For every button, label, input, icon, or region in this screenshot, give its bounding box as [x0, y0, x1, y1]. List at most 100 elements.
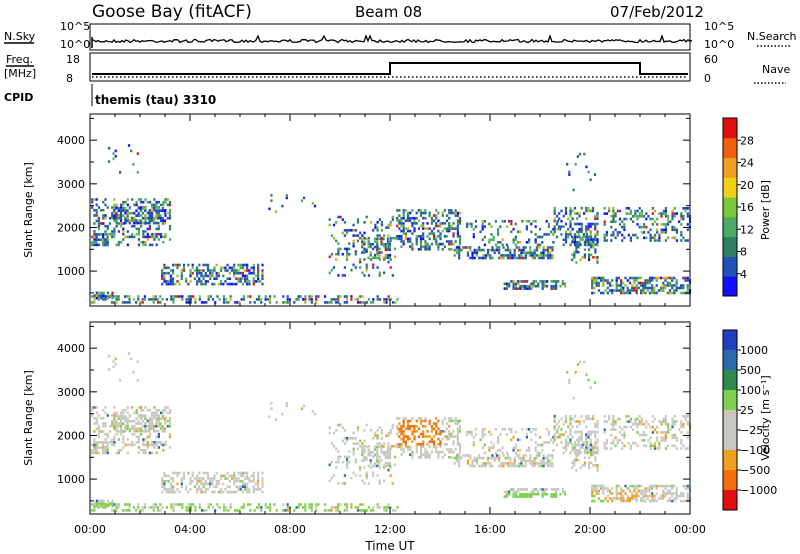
power-cell — [354, 298, 357, 301]
power-cell — [250, 266, 253, 270]
power-cell — [112, 157, 115, 161]
power-cell — [552, 227, 555, 231]
velocity-cell — [453, 456, 456, 460]
power-cell — [248, 280, 251, 283]
velocity-cell — [159, 503, 162, 506]
velocity-cell — [567, 443, 570, 447]
velocity-cell — [365, 458, 368, 461]
power-cell — [402, 240, 405, 243]
velocity-cell — [315, 509, 318, 512]
power-cell — [585, 238, 588, 241]
velocity-cell — [558, 435, 561, 439]
velocity-cell — [587, 417, 590, 421]
power-cell — [662, 284, 665, 287]
velocity-cell — [93, 416, 96, 420]
power-cell — [359, 231, 362, 235]
power-cell — [388, 248, 392, 252]
velocity-cell — [430, 424, 433, 428]
velocity-cell — [124, 414, 127, 418]
velocity-cell — [595, 484, 598, 488]
power-cell — [648, 279, 652, 282]
velocity-cell — [583, 443, 586, 447]
power-cell — [615, 279, 618, 282]
velocity-cell — [297, 506, 300, 509]
power-cell — [592, 238, 595, 241]
power-cell — [102, 200, 105, 204]
velocity-cell — [396, 506, 399, 509]
power-cell — [345, 298, 349, 301]
power-cell — [480, 256, 483, 260]
velocity-cell — [417, 443, 420, 446]
velocity-cell — [682, 415, 685, 418]
velocity-cell — [359, 503, 362, 506]
power-cell — [667, 220, 670, 223]
power-cell — [126, 219, 129, 222]
velocity-cell — [664, 439, 667, 442]
velocity-cell — [406, 424, 410, 428]
velocity-cell — [529, 456, 532, 460]
velocity-cell — [529, 459, 532, 463]
xlabel: Time UT — [364, 539, 415, 553]
velocity-cell — [576, 363, 579, 366]
velocity-cell — [187, 506, 190, 509]
velocity-cell — [643, 431, 646, 434]
power-cell — [651, 276, 654, 280]
power-cell — [146, 235, 149, 239]
power-cell — [498, 246, 501, 249]
velocity-cell — [97, 427, 100, 431]
velocity-cell — [113, 422, 116, 425]
velocity-cell — [237, 471, 240, 475]
velocity-cell — [261, 490, 264, 494]
nsky-tick-high: 10^5 — [60, 20, 90, 33]
velocity-cell — [617, 497, 620, 500]
power-cell — [628, 289, 632, 292]
power-cell — [111, 296, 114, 300]
power-cell — [424, 209, 427, 212]
velocity-heatmap-cells — [91, 352, 692, 512]
power-cell — [335, 221, 338, 224]
velocity-cell — [106, 449, 109, 452]
velocity-cell — [113, 417, 116, 420]
velocity-cell — [583, 464, 586, 467]
velocity-cell — [270, 401, 273, 405]
power-cell — [367, 274, 370, 277]
power-cell — [117, 243, 120, 247]
power-cell — [655, 276, 658, 280]
power-cell — [106, 235, 109, 239]
velocity-cell — [365, 423, 368, 427]
power-cell — [102, 208, 105, 212]
power-cell — [546, 256, 550, 260]
power-cell — [98, 294, 101, 297]
velocity-cell — [456, 430, 459, 433]
power-cell — [176, 295, 179, 298]
power-cell — [675, 212, 678, 215]
velocity-cell — [228, 490, 231, 494]
velocity-cell — [597, 489, 600, 493]
velocity-cell — [675, 420, 678, 423]
power-cell — [587, 206, 590, 210]
power-cell — [142, 200, 145, 204]
velocity-cell — [363, 439, 366, 443]
velocity-cell — [591, 484, 594, 488]
power-cell — [339, 247, 342, 251]
power-cell — [308, 295, 311, 298]
velocity-cell — [530, 430, 533, 434]
power-cell — [202, 263, 205, 267]
velocity-cell — [511, 462, 514, 465]
power-cell — [530, 222, 533, 226]
velocity-cell — [93, 504, 96, 508]
power-cell — [544, 248, 547, 252]
velocity-cell — [475, 456, 478, 460]
power-cell — [546, 248, 550, 252]
velocity-cell — [100, 416, 103, 420]
power-cell — [230, 282, 234, 286]
power-cell — [673, 289, 676, 292]
velocity-cell — [618, 417, 622, 421]
power-cell — [376, 252, 379, 256]
velocity-cell — [115, 419, 118, 423]
velocity-cell — [594, 458, 597, 462]
power-cell — [363, 243, 366, 246]
power-cell — [115, 203, 118, 207]
velocity-cell — [110, 509, 114, 512]
velocity-cell — [115, 424, 118, 428]
